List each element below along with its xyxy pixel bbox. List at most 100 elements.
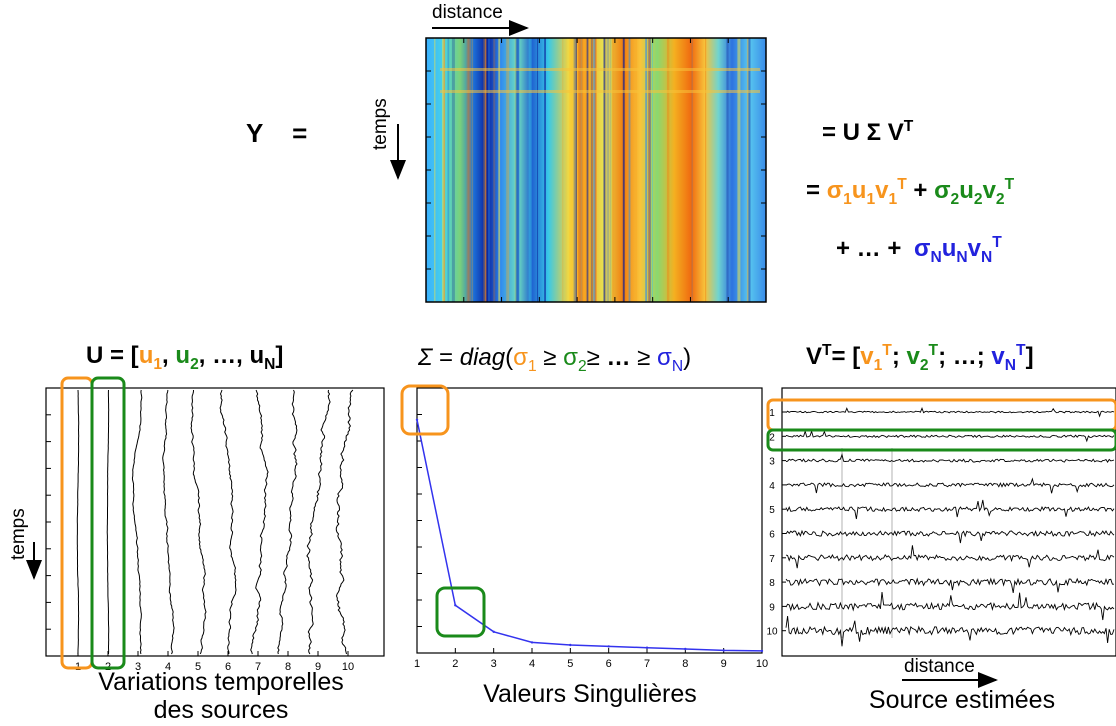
- heatmap-stripe: [648, 38, 651, 302]
- singular-value-point: [645, 646, 649, 649]
- sigma-title-ge2: ≥: [586, 344, 600, 371]
- v-row-label: 5: [769, 505, 775, 516]
- heatmap-stripe: [579, 38, 583, 302]
- u-title-close: ]: [275, 342, 284, 369]
- u-traces: [76, 389, 354, 655]
- u-trace: [106, 389, 110, 655]
- heatmap-stripe: [482, 38, 484, 302]
- singular-value-point: [760, 649, 764, 653]
- heatmap-stripe: [586, 38, 589, 302]
- u-title-u1-char: u: [138, 342, 154, 369]
- u2-highlight-box: [90, 376, 126, 670]
- heatmap-stripe: [562, 38, 564, 302]
- heatmap-stripe: [468, 38, 471, 302]
- heatmap-stripe: [647, 38, 649, 302]
- singular-value-point: [415, 418, 419, 421]
- sigma-x-tick-label: 5: [567, 658, 573, 670]
- v-title-vn: vNT: [991, 342, 1025, 374]
- u-trace: [335, 389, 354, 655]
- v-title-eq: = [: [831, 343, 861, 370]
- heatmap-stripe: [592, 38, 593, 302]
- v-plot-frame: [781, 387, 1116, 657]
- v-title-semi2: ;: [938, 343, 947, 370]
- heatmap-temps-label: temps: [370, 98, 391, 150]
- sigma1-highlight-box: [400, 384, 450, 436]
- u-title-u1-sub: 1: [153, 355, 163, 373]
- heatmap-stripe: [483, 38, 487, 302]
- termN-v-sup: T: [992, 234, 1002, 251]
- u-trace: [306, 389, 331, 655]
- v-row-label: 9: [769, 602, 775, 613]
- sigma2-highlight-box: [435, 586, 486, 638]
- u-trace: [76, 389, 80, 655]
- sigma-title-s1: σ1: [513, 344, 537, 375]
- heatmap-stripe: [588, 38, 591, 302]
- v-title-v1-char: v: [860, 343, 874, 370]
- heatmap-stripe: [593, 38, 596, 302]
- sigma-title-equals: =: [432, 344, 460, 371]
- sigma-title-s2-sub: 2: [577, 357, 587, 375]
- v-trace: [785, 453, 1115, 463]
- heatmap-stripe: [466, 38, 469, 302]
- heatmap-distance-label: distance: [432, 2, 503, 23]
- v-title-semi1: ;: [891, 343, 900, 370]
- singular-values-line: [416, 419, 763, 652]
- sigma-x-tick-label: 3: [491, 658, 497, 670]
- heatmap-stripe: [577, 38, 581, 302]
- heatmap-stripe: [451, 38, 455, 302]
- svd-equation-sup: T: [903, 118, 914, 135]
- term1-u: u: [851, 177, 867, 204]
- heatmap-stripe: [606, 38, 610, 302]
- u-x-tick-label: 9: [315, 661, 321, 673]
- heatmap-stripe: [737, 38, 741, 302]
- v-traces: 1 2 3 4 5 6 7 8 9 10: [766, 407, 1115, 647]
- heatmap-stripe: [537, 38, 538, 302]
- sigma-title-ge3: ≥: [637, 344, 651, 371]
- v-distance-label: distance: [904, 656, 975, 677]
- v-trace: [785, 529, 1115, 544]
- heatmap-stripe: [603, 38, 606, 302]
- term1-v-sub: 1: [888, 190, 898, 208]
- v-row-label: 1: [769, 408, 775, 419]
- u-panel-plot: 1 2 3 4 5 6 7 8 9 10: [26, 376, 385, 673]
- sigma-title-sn-char: σ: [657, 344, 672, 371]
- singular-value-point: [492, 630, 495, 633]
- heatmap-stripes: [434, 38, 760, 302]
- u-title-un-char: u: [249, 342, 265, 369]
- singular-value-point: [684, 647, 687, 651]
- heatmap-stripe: [651, 38, 653, 302]
- termN-sigma: σ: [914, 235, 931, 262]
- heatmap-panel: [390, 20, 767, 303]
- sigma-x-tick-label: 9: [721, 658, 727, 670]
- heatmap-stripe: [506, 38, 510, 302]
- sigma-x-tick-label: 1: [414, 658, 420, 670]
- heatmap-stripe: [622, 38, 625, 302]
- u-x-tick-label: 7: [255, 661, 261, 673]
- v-row-label: 3: [769, 457, 775, 468]
- term1-v-sup: T: [897, 176, 907, 193]
- heatmap-stripe: [590, 38, 593, 302]
- heatmap-stripe: [646, 38, 648, 302]
- heatmap-stripe: [514, 38, 517, 302]
- heatmap-stripe: [487, 38, 491, 302]
- v-row-label: 2: [769, 432, 775, 443]
- heatmap-stripe: [485, 38, 487, 302]
- heatmap-stripe: [493, 38, 496, 302]
- heatmap-ticks: [426, 38, 766, 302]
- u-trace: [250, 389, 269, 655]
- v-title-v1-sub: 1: [873, 356, 883, 374]
- heatmap-stripe: [748, 38, 751, 302]
- singular-value-point: [569, 643, 572, 647]
- v-title-v2-char: v: [906, 343, 920, 370]
- v-trace: [785, 429, 1115, 443]
- sigma-title-ge1: ≥: [543, 344, 557, 371]
- u-caption-line2: des sources: [153, 696, 289, 724]
- singular-value-point: [454, 604, 457, 607]
- sigma-caption: Valeurs Singulières: [483, 680, 697, 708]
- sigma-title-s1-char: σ: [513, 344, 528, 371]
- v-title-v1-sup: T: [882, 342, 892, 359]
- v-title-v2-sub: 2: [919, 356, 929, 374]
- v-trace: [785, 577, 1114, 593]
- heatmap-stripe: [612, 38, 614, 302]
- termN-sigma-sub: N: [930, 248, 942, 266]
